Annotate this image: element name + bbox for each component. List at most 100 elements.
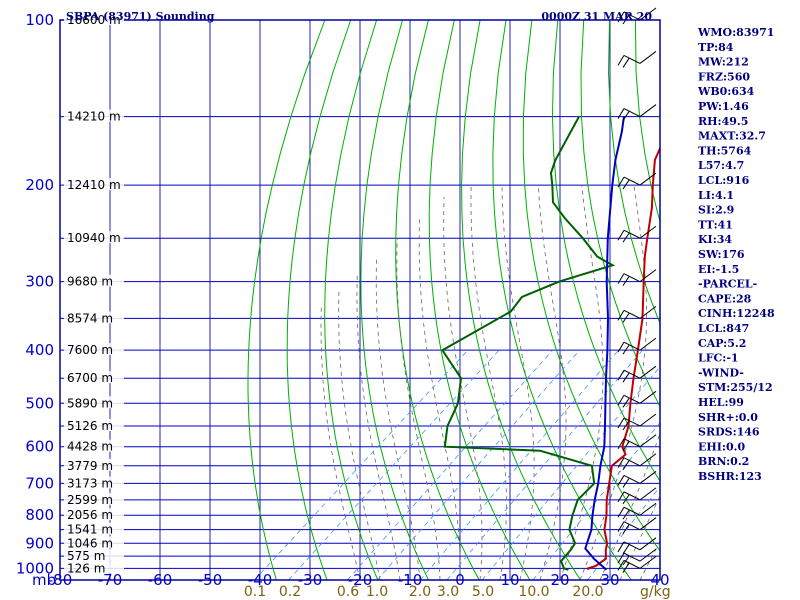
wind-barb-staff: [623, 506, 641, 516]
mixing-ratio-line: [347, 349, 554, 580]
parcel-profile-line: [584, 116, 625, 571]
height-label-bg: [64, 536, 124, 549]
wind-barb: [617, 471, 657, 488]
sounding-index: EI:-1.5: [698, 263, 739, 276]
sounding-index: BSHR:123: [698, 470, 762, 483]
sounding-index: L57:4.7: [698, 159, 744, 172]
wind-barb-flag: [617, 55, 625, 66]
height-label: 14210 m: [67, 110, 121, 124]
dry-adiabat-line: [522, 20, 660, 552]
height-label-bg: [64, 458, 124, 471]
height-label-bg: [64, 343, 124, 356]
wind-barb-flag: [617, 506, 625, 518]
wind-barb-staff: [623, 369, 641, 379]
wind-barb-staff: [623, 559, 641, 569]
wind-barb-flag: [617, 475, 625, 486]
wind-barb-staff: [623, 273, 641, 283]
wind-barb: [617, 502, 657, 520]
wind-barb-flag: [622, 563, 630, 573]
temperature-axis-labels: mb-80 -70 -60 -50 -40 -30 -20 -10 0 10 20 30 40: [32, 571, 670, 589]
mixing-ratio-line: [419, 349, 619, 580]
plot-frame: [59, 19, 661, 581]
mixing-ratio-label: 1.0: [366, 584, 388, 600]
moist-adiabat-line: [501, 185, 535, 580]
wind-barb-line: [639, 51, 657, 64]
pressure-axis-labels: 100 200 300 400 500 600 700 800 900 1000: [16, 11, 54, 577]
mixing-ratio-line: [587, 486, 660, 580]
wind-barb: [617, 548, 657, 566]
mixing-ratio-unit: g/kg: [640, 584, 671, 600]
wind-barb-flag: [622, 111, 630, 121]
dry-adiabat-line: [428, 20, 531, 580]
sounding-index: CINH:12248: [698, 307, 775, 320]
wind-barb-line: [639, 502, 657, 516]
height-label: 575 m: [67, 549, 105, 563]
wind-barb: [617, 337, 657, 355]
pressure-label: 600: [25, 438, 54, 456]
wind-barb: [617, 453, 657, 471]
wind-barb-flag: [617, 438, 625, 449]
height-label-bg: [64, 13, 124, 25]
height-label: 126 m: [67, 561, 105, 575]
wind-barb: [617, 487, 657, 505]
height-label-bg: [64, 522, 124, 535]
wind-barb: [617, 365, 657, 383]
temperature-tick-label: 0: [455, 571, 465, 589]
height-label: 3779 m: [67, 459, 113, 473]
wind-barb-line: [639, 434, 657, 448]
temperature-tick-label: -60: [148, 571, 173, 589]
wind-barb-flag: [617, 369, 625, 381]
mixing-ratio-label: 2.0: [409, 584, 431, 600]
wind-barb-flag: [622, 179, 630, 190]
moist-adiabat-line: [443, 196, 483, 580]
mixing-ratio-label: 0.2: [279, 584, 301, 600]
sounding-index: LI:4.1: [698, 189, 734, 202]
sounding-index: BRN:0.2: [698, 455, 749, 468]
sounding-index: -PARCEL-: [698, 278, 757, 291]
isobar-lines: [60, 19, 660, 569]
mixing-ratio-lines: [254, 349, 660, 580]
wind-barb: [617, 434, 657, 452]
pressure-label: 900: [25, 534, 54, 552]
moist-adiabat-line: [470, 185, 507, 580]
dry-adiabat-lines: [247, 20, 660, 580]
wind-barb-staff: [623, 309, 641, 319]
wind-barb: [617, 305, 657, 323]
height-label-bg: [64, 439, 124, 452]
moist-adiabat-line: [375, 256, 421, 580]
height-label-bg: [64, 508, 124, 521]
height-label: 12410 m: [67, 178, 121, 192]
temperature-tick-label: 30: [600, 571, 619, 589]
wind-barb-flag: [622, 441, 630, 452]
dry-adiabat-line: [395, 20, 480, 580]
height-label: 4428 m: [67, 440, 113, 454]
sounding-index: KI:34: [698, 233, 732, 246]
sounding-index: PW:1.46: [698, 100, 749, 113]
wind-barb-line: [639, 365, 657, 379]
mixing-ratio-label: 0.6: [337, 584, 359, 600]
wind-barb-line: [639, 453, 657, 467]
mixing-ratio-label: 20.0: [572, 584, 603, 600]
wind-barb-flag: [622, 544, 630, 555]
wind-barb-line: [639, 337, 657, 351]
temperature-tick-label: -50: [198, 571, 223, 589]
height-label: 3173 m: [67, 476, 113, 490]
height-label-bg: [64, 419, 124, 432]
height-label: 1541 m: [67, 523, 113, 537]
sounding-index: FRZ:560: [698, 70, 750, 83]
dry-adiabat-line: [324, 20, 379, 580]
wind-barb-line: [639, 390, 657, 404]
height-label-bg: [64, 561, 124, 574]
wind-barb-flag: [617, 108, 625, 119]
wind-barb-flag: [622, 555, 630, 566]
dry-adiabat-line: [461, 20, 582, 580]
temperature-tick-label: -40: [248, 571, 273, 589]
mixing-ratio-line: [288, 349, 500, 580]
wind-barb: [617, 51, 657, 68]
wind-barb-flag: [617, 341, 625, 353]
wind-barb-flag: [622, 524, 630, 534]
pressure-label: 500: [25, 394, 54, 412]
temperature-tick-label: 20: [550, 571, 569, 589]
